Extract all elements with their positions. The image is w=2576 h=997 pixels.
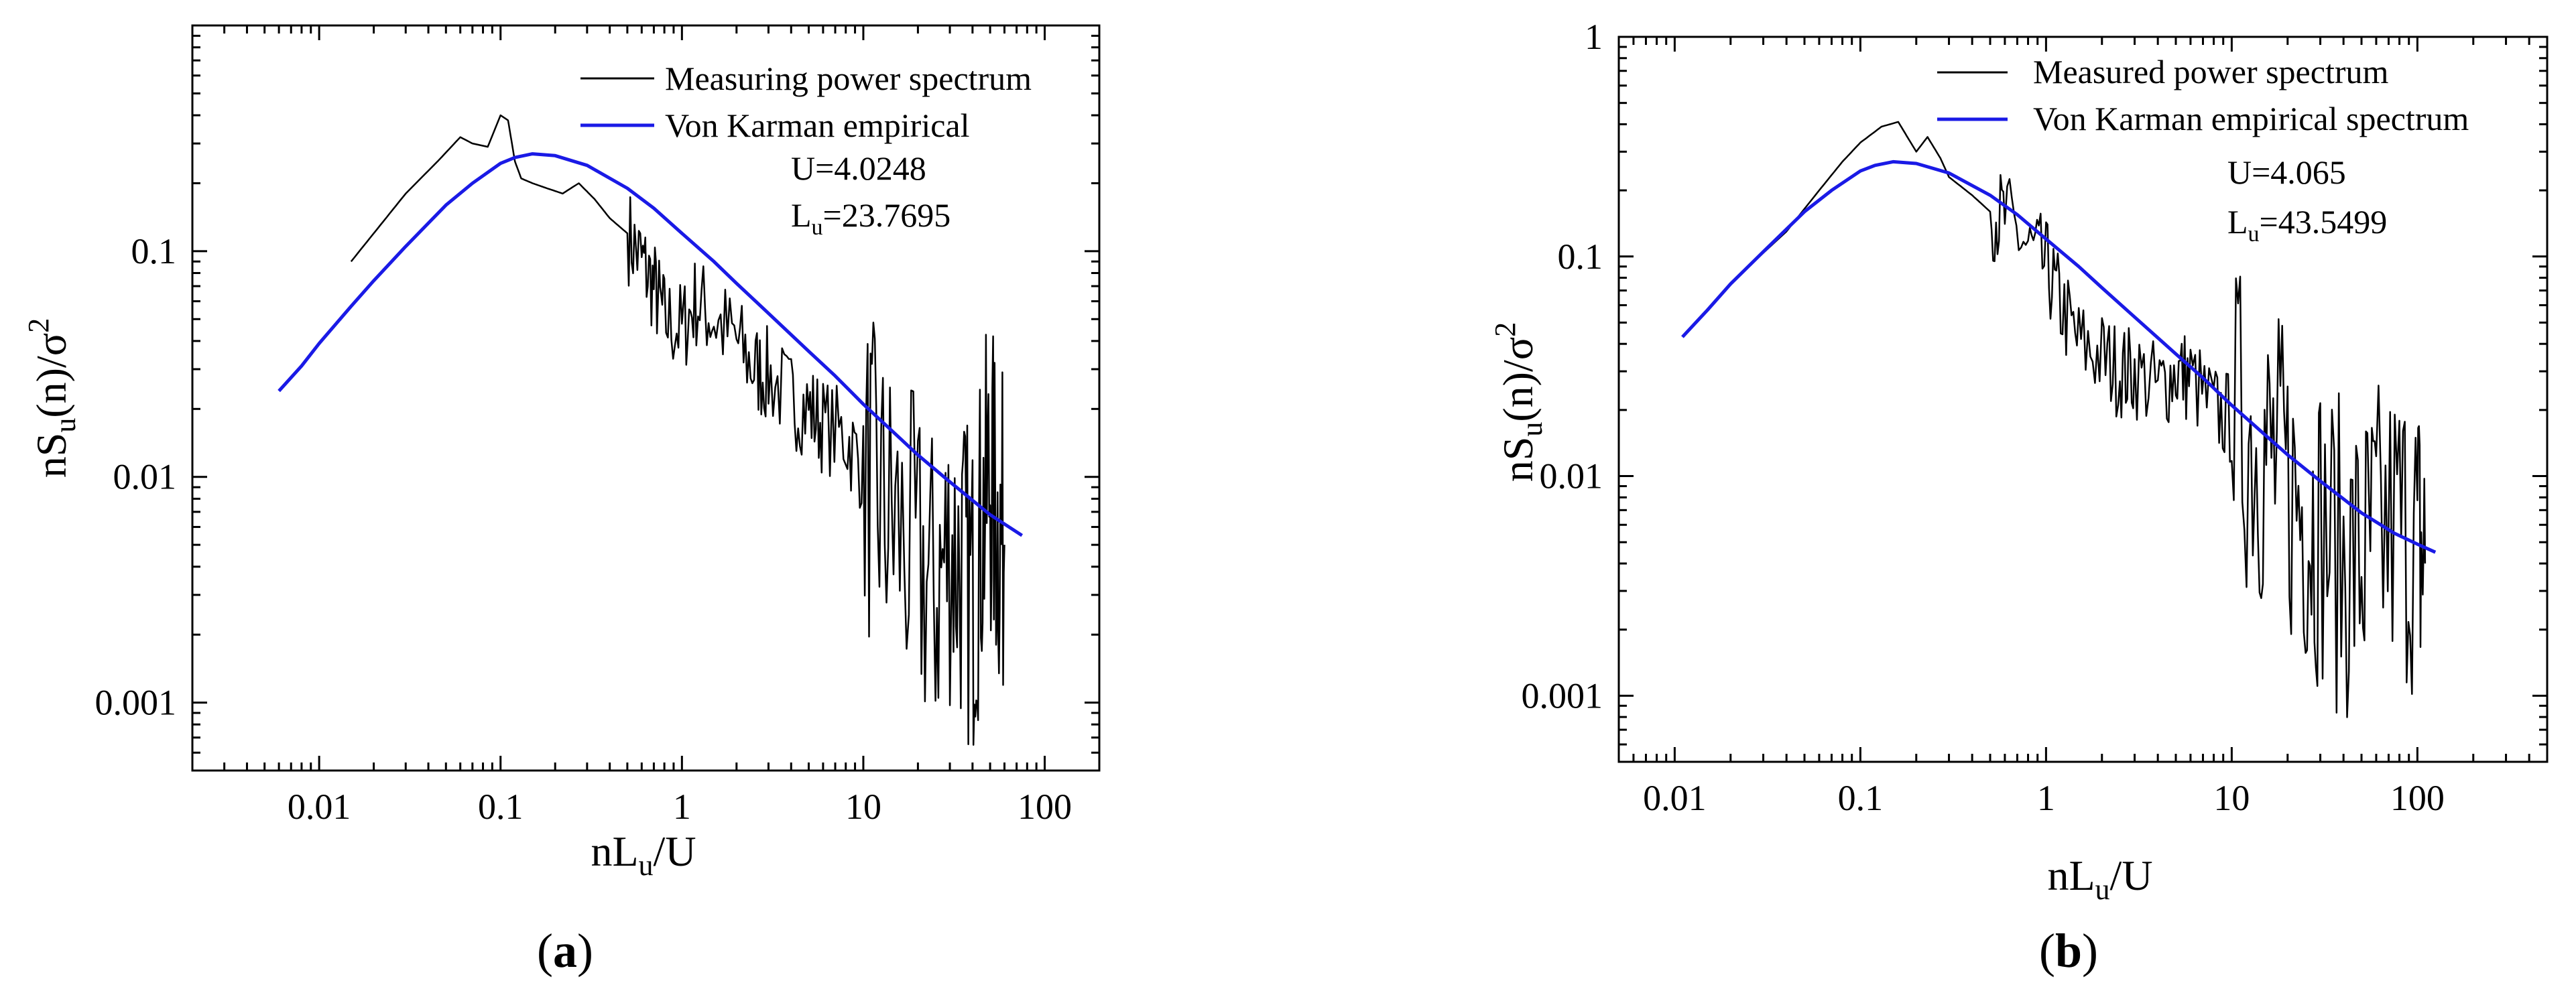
y-ticks-b: 0.001 0.01 0.1 1 [1522,17,2547,763]
data-a [278,114,1024,746]
x-tick-label: 10 [845,787,881,827]
x-tick-label: 100 [2390,778,2445,818]
x-ticks-b: 0.01 0.1 1 10 100 [1617,37,2549,818]
series-empirical-line [278,152,1024,537]
y-ticks-a: 0.001 0.01 0.1 [95,24,1099,772]
annotation-u-a: U=4.0248 [791,149,926,187]
x-axis-label-b: nLu/U [2047,852,2152,906]
x-tick-label: 0.1 [478,787,524,827]
y-axis-label-b: nSu(n)/σ2 [1489,322,1548,482]
y-tick-label: 0.1 [131,231,177,271]
x-tick-label: 0.01 [1643,778,1707,818]
x-tick-label: 10 [2213,778,2250,818]
series-measured-line [350,114,1005,746]
panel-a: 0.01 0.1 1 10 100 0.001 0.01 0.1 Measuring pow… [22,24,1101,978]
annotation-lu-value-a: 23.7695 [842,196,951,234]
x-tick-label: 0.1 [1838,778,1884,818]
y-tick-label: 1 [1585,17,1603,57]
annotation-lu-a: Lu=23.7695 [791,196,950,240]
annotation-lu-b: Lu=43.5499 [2227,203,2387,247]
y-tick-label: 0.01 [1540,456,1603,496]
x-axis-label-a: nLu/U [591,827,696,882]
x-tick-label: 100 [1018,787,1072,827]
legend-label-empirical-b: Von Karman empirical spectrum [2033,100,2469,137]
x-ticks-a: 0.01 0.1 1 10 100 [191,25,1101,827]
data-b [1681,121,2437,718]
plot-frame-b [1617,36,2549,763]
x-tick-label: 1 [2037,778,2055,818]
y-tick-label: 0.01 [113,457,177,497]
plot-frame-a [191,24,1101,772]
annotation-u-b: U=4.065 [2227,153,2346,191]
x-tick-label: 0.01 [288,787,351,827]
y-tick-label: 0.1 [1558,237,1603,277]
y-tick-label: 0.001 [95,683,177,723]
panel-b: 0.01 0.1 1 10 100 0.001 0.01 0.1 1 Measured pow… [1489,17,2549,978]
legend-label-measured-b: Measured power spectrum [2033,53,2388,90]
y-axis-label-a: nSu(n)/σ2 [22,318,82,478]
series-empirical-line [1681,159,2437,554]
panel-label-a: (a) [537,924,593,978]
y-tick-label: 0.001 [1522,675,1603,716]
legend-label-empirical-a: Von Karman empirical [665,107,970,144]
series-measured-line [1747,121,2427,718]
legend-label-measured-a: Measuring power spectrum [665,60,1032,97]
annotation-lu-value-b: 43.5499 [2278,203,2388,241]
x-tick-label: 1 [673,787,691,827]
panel-label-b: (b) [2039,924,2098,978]
